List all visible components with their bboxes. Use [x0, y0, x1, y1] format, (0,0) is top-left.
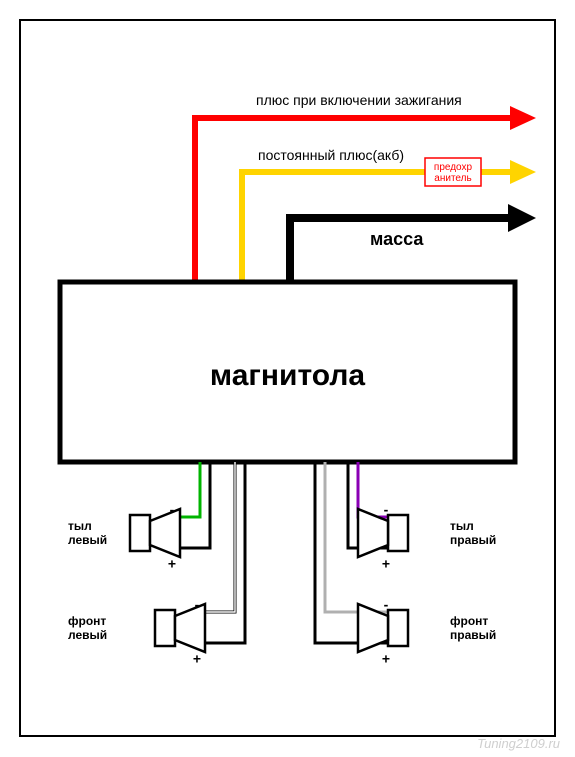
wire-ground [290, 218, 508, 282]
fuse-label: предохр [434, 162, 473, 173]
watermark: Tuning2109.ru [477, 736, 560, 751]
speaker-front-right-neg-sign: - [384, 597, 389, 613]
svg-text:правый: правый [450, 628, 496, 642]
svg-text:левый: левый [68, 533, 107, 547]
top-wires: плюс при включении зажигания постоянный п… [195, 92, 536, 282]
label-ignition-plus: плюс при включении зажигания [256, 92, 462, 108]
speaker-rear-right-wire-neg [358, 462, 396, 517]
speaker-rear-left-pos-sign: + [168, 556, 176, 572]
label-constant-plus: постоянный плюс(акб) [258, 147, 404, 163]
speaker-front-left-label: фронт [68, 614, 106, 628]
label-ground: масса [370, 229, 424, 249]
svg-text:правый: правый [450, 533, 496, 547]
speaker-rear-left-neg-sign: - [170, 502, 175, 518]
speaker-rear-right-pos-sign: + [382, 556, 390, 572]
speaker-front-left-neg-sign: - [195, 597, 200, 613]
speaker-rear-left-label: тыл [68, 519, 92, 533]
speaker-front-right-pos-sign: + [382, 651, 390, 667]
speakers: -+тыллевый-+тылправый-+фронтлевый-+фронт… [68, 502, 496, 667]
speaker-rear-right-label: тыл [450, 519, 474, 533]
wire-constant-plus [242, 172, 510, 282]
speaker-rear-right-neg-sign: - [384, 502, 389, 518]
svg-text:левый: левый [68, 628, 107, 642]
main-unit: магнитола [60, 282, 515, 462]
speaker-front-right-label: фронт [450, 614, 488, 628]
diagram-canvas: плюс при включении зажигания постоянный п… [0, 0, 575, 757]
speaker-front-left-pos-sign: + [193, 651, 201, 667]
main-unit-label: магнитола [210, 359, 365, 392]
svg-text:анитель: анитель [434, 173, 471, 184]
